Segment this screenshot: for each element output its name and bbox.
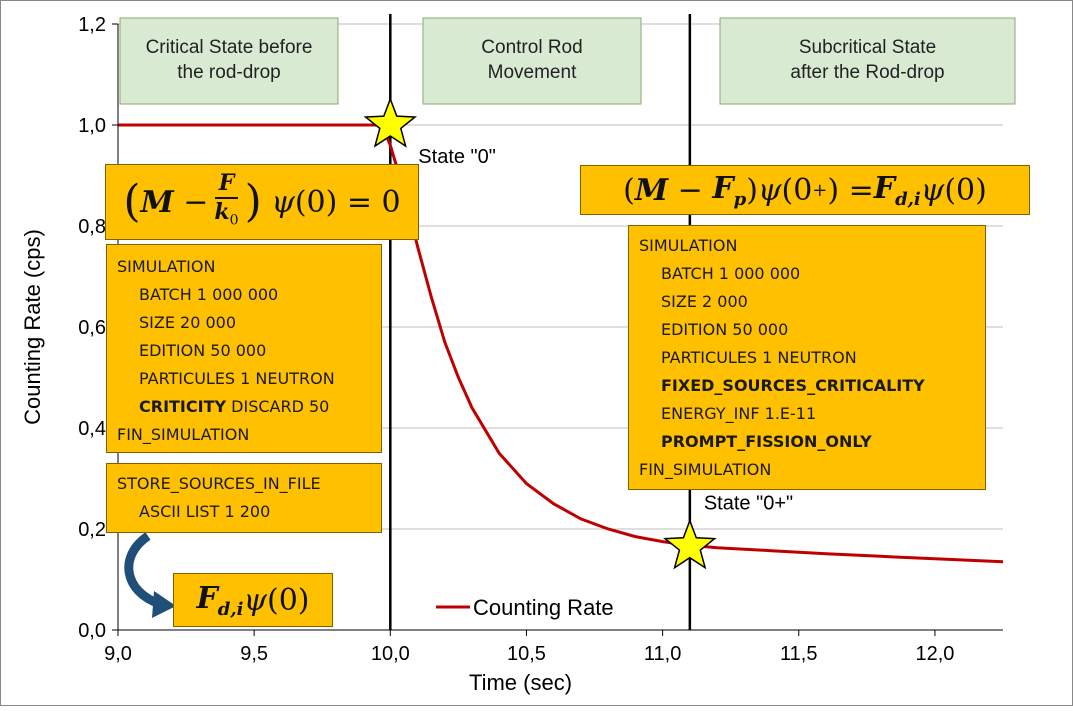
x-tick-label: 10,5 xyxy=(507,643,546,665)
y-tick-label: 0,6 xyxy=(78,317,106,339)
y-tick-label: 0,0 xyxy=(78,620,106,642)
x-tick-label: 11,5 xyxy=(780,643,817,665)
region-label: the rod-drop xyxy=(177,62,281,83)
sim-line: PROMPT_FISSION_ONLY xyxy=(661,432,872,451)
sim-line: FIXED_SOURCES_CRITICALITY xyxy=(661,376,925,395)
sim-line: ENERGY_INF 1.E-11 xyxy=(661,404,817,423)
sim-line: PARTICULES 1 NEUTRON xyxy=(139,369,335,388)
sim-line: EDITION 50 000 xyxy=(661,320,789,339)
y-tick-label: 0,4 xyxy=(78,418,106,440)
x-tick-label: 10,0 xyxy=(371,643,410,665)
curved-arrow xyxy=(124,532,162,609)
sim-line: SIZE 20 000 xyxy=(139,313,237,332)
sim-line: EDITION 50 000 xyxy=(139,341,267,360)
sim-line: SIMULATION xyxy=(117,257,216,276)
y-axis-title: Counting Rate (cps) xyxy=(20,229,45,425)
sim-line: FIN_SIMULATION xyxy=(117,425,250,444)
region-label: Critical State before xyxy=(146,37,313,58)
state-star-marker xyxy=(663,518,717,570)
x-tick-label: 9,5 xyxy=(240,643,268,665)
region-label: after the Rod-drop xyxy=(790,62,944,83)
sim-line: BATCH 1 000 000 xyxy=(661,264,801,283)
region-label: Subcritical State xyxy=(799,37,936,58)
x-tick-label: 11,0 xyxy=(644,643,681,665)
sim-line-criticity: CRITICITY DISCARD 50 xyxy=(117,393,381,421)
y-tick-label: 0,2 xyxy=(78,519,106,541)
state-star-marker xyxy=(363,96,418,148)
arrow-head xyxy=(152,591,176,618)
left-simulation-box: SIMULATION BATCH 1 000 000 SIZE 20 000 EDIT… xyxy=(106,244,382,453)
state-label: State "0+" xyxy=(704,493,793,515)
y-tick-label: 1,2 xyxy=(78,14,106,36)
legend-label: Counting Rate xyxy=(473,595,614,620)
region-label-box xyxy=(422,17,642,105)
y-tick-label: 0,8 xyxy=(78,216,106,238)
region-label: Movement xyxy=(488,62,577,83)
state-label: State "0" xyxy=(418,146,496,168)
criticity-keyword: CRITICITY xyxy=(139,397,227,416)
equation-subcritical-state: (M − Fp) ψ (0 +) = Fd,i ψ (0) xyxy=(580,165,1030,215)
sim-line: FIN_SIMULATION xyxy=(639,460,772,479)
region-label-box xyxy=(719,17,1016,105)
y-tick-label: 1,0 xyxy=(78,115,106,137)
x-tick-label: 12,0 xyxy=(915,643,954,665)
store-line-2: ASCII LIST 1 200 xyxy=(139,502,271,521)
sim-line: PARTICULES 1 NEUTRON xyxy=(661,348,857,367)
criticity-argument: DISCARD 50 xyxy=(226,397,330,416)
region-label: Control Rod xyxy=(481,37,582,58)
store-line-1: STORE_SOURCES_IN_FILE xyxy=(117,474,321,493)
right-simulation-box: SIMULATION BATCH 1 000 000 SIZE 2 000 EDITI… xyxy=(628,225,986,490)
x-tick-label: 9,0 xyxy=(104,643,132,665)
sim-line: BATCH 1 000 000 xyxy=(139,285,279,304)
equation-delayed-source: Fd,i ψ (0) xyxy=(173,573,333,627)
sim-line: SIMULATION xyxy=(639,236,738,255)
x-axis-title: Time (sec) xyxy=(469,670,572,695)
sim-line: SIZE 2 000 xyxy=(661,292,748,311)
store-sources-box: STORE_SOURCES_IN_FILE ASCII LIST 1 200 xyxy=(106,463,382,533)
region-label-box xyxy=(119,17,339,105)
